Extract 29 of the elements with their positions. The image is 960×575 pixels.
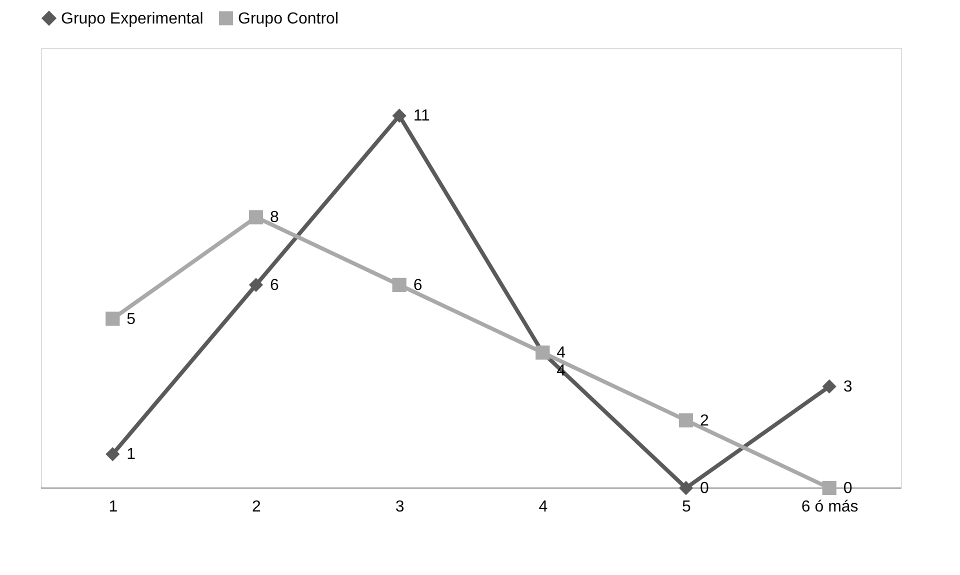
point — [678, 480, 694, 496]
data-label: 6 — [413, 276, 422, 294]
data-label: 1 — [126, 446, 136, 464]
data-label: 2 — [700, 412, 709, 430]
legend-label: Grupo Experimental — [61, 10, 204, 28]
x-tick-label: 6 ó más — [801, 498, 858, 516]
data-label: 5 — [126, 310, 136, 328]
point — [392, 108, 406, 123]
point — [392, 278, 406, 292]
point — [106, 312, 120, 326]
point — [106, 447, 120, 462]
x-tick-label: 4 — [538, 498, 548, 516]
legend-label: Grupo Control — [238, 10, 338, 28]
data-label: 8 — [270, 209, 279, 226]
data-label: 11 — [413, 108, 430, 125]
point — [248, 278, 264, 292]
data-label: 0 — [700, 480, 709, 497]
point — [822, 379, 836, 394]
data-label: 3 — [843, 378, 852, 396]
point — [678, 413, 694, 428]
x-tick-label: 5 — [682, 498, 692, 516]
x-tick-label: 2 — [252, 498, 262, 516]
x-tick-label: 3 — [395, 498, 404, 516]
data-label: 6 — [270, 276, 279, 294]
point — [822, 480, 836, 496]
data-label: 0 — [843, 480, 852, 497]
data-label: 4 — [556, 344, 566, 362]
point — [248, 210, 264, 224]
x-tick-label: 1 — [108, 498, 118, 516]
